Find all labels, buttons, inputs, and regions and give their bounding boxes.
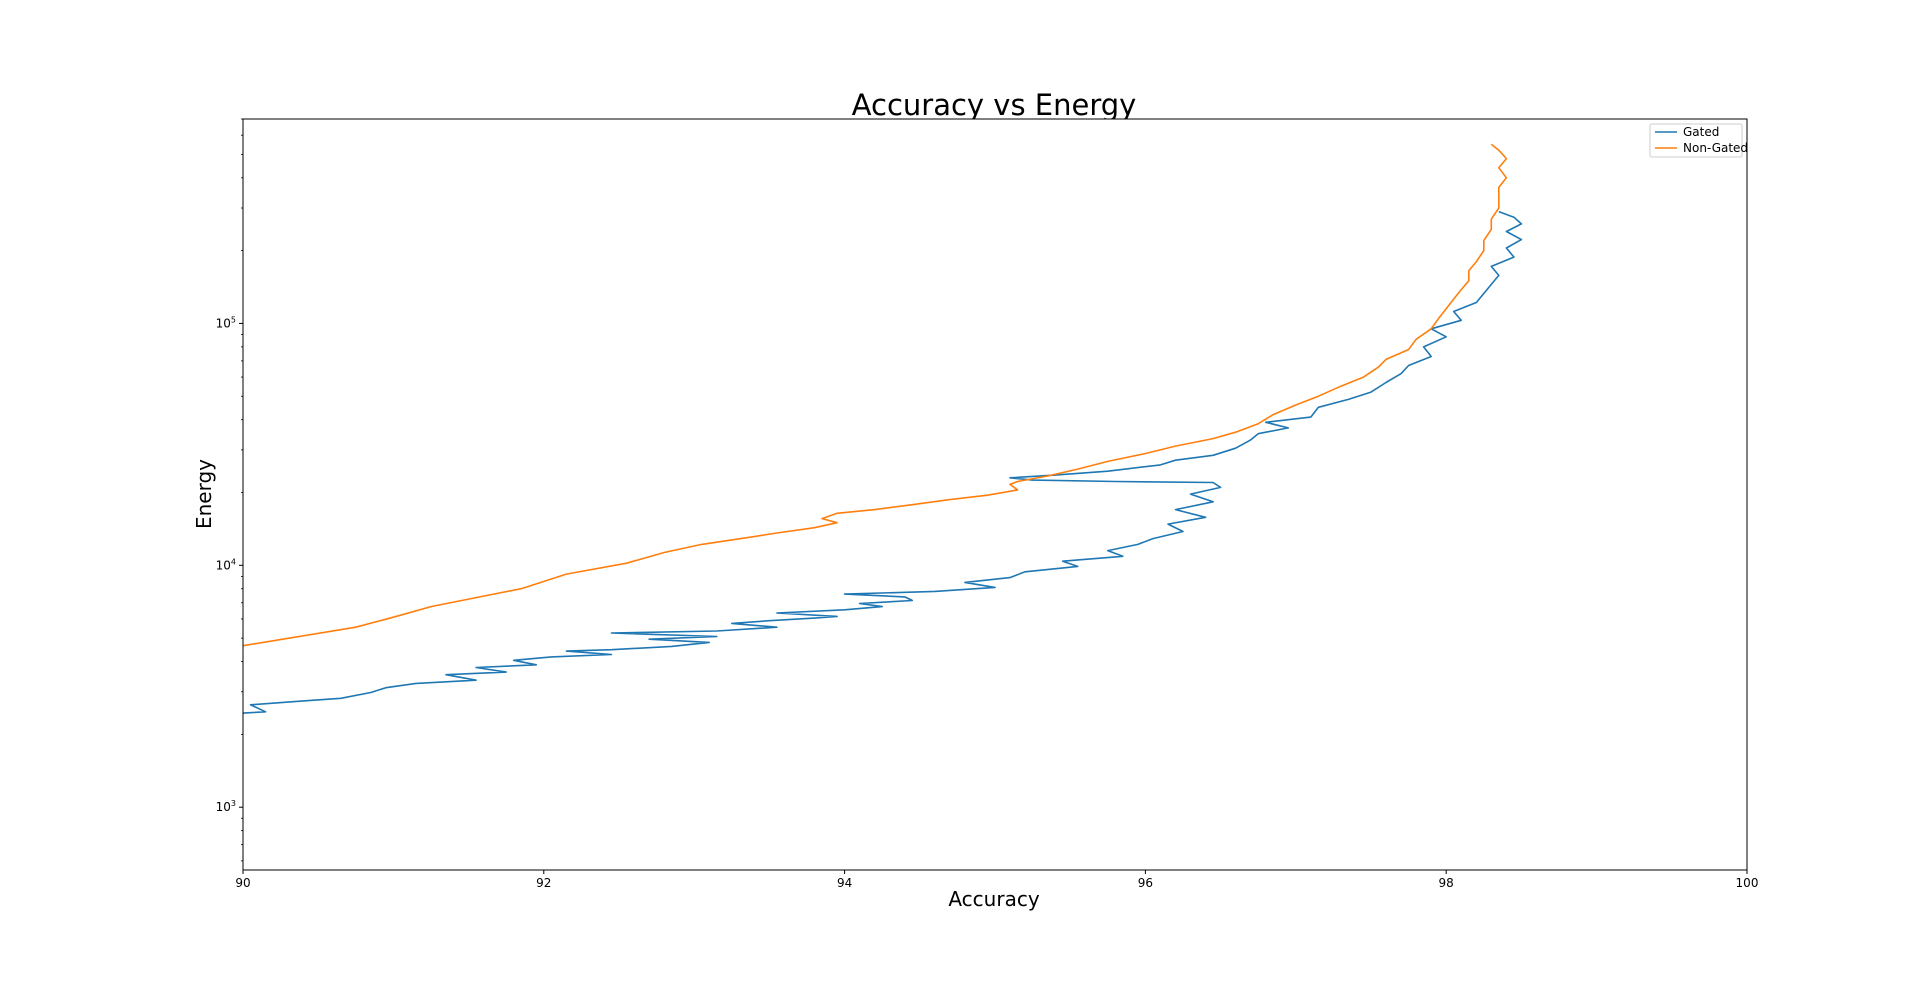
x-tick-label: 90 <box>235 876 250 890</box>
y-tick-label: 104 <box>216 557 236 572</box>
x-tick-label: 94 <box>837 876 852 890</box>
series-layer <box>242 143 1523 714</box>
legend: Gated Non-Gated <box>1649 123 1748 158</box>
y-tick-exponent: 4 <box>231 557 236 566</box>
x-axis-label: Accuracy <box>948 887 1039 911</box>
plot-frame <box>242 118 1748 871</box>
plot-area <box>242 118 1748 871</box>
legend-label-non-gated: Non-Gated <box>1683 141 1748 155</box>
y-tick-base: 10 <box>216 800 231 814</box>
x-axis: 90 92 94 96 98 100 <box>235 870 1758 890</box>
y-tick-label: 105 <box>216 315 236 330</box>
series-line-gated <box>242 210 1523 714</box>
x-tick-label: 100 <box>1736 876 1759 890</box>
legend-label-gated: Gated <box>1683 125 1719 139</box>
y-tick-label: 103 <box>216 799 236 814</box>
y-tick-exponent: 3 <box>231 799 236 808</box>
y-tick-base: 10 <box>216 558 231 572</box>
y-axis-label: Energy <box>192 459 216 529</box>
y-tick-exponent: 5 <box>231 315 236 324</box>
x-tick-label: 96 <box>1138 876 1153 890</box>
y-tick-base: 10 <box>216 316 231 330</box>
chart-title: Accuracy vs Energy <box>852 88 1137 122</box>
x-tick-label: 98 <box>1439 876 1454 890</box>
x-tick-label: 92 <box>536 876 551 890</box>
series-line-non-gated <box>242 143 1508 647</box>
